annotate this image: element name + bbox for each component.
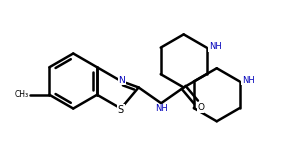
Text: NH: NH [155, 104, 168, 113]
Text: O: O [197, 103, 204, 112]
Text: N: N [118, 75, 125, 85]
Text: S: S [118, 104, 124, 115]
Text: NH: NH [209, 42, 221, 51]
Text: NH: NH [242, 76, 254, 85]
Text: CH₃: CH₃ [15, 90, 29, 99]
